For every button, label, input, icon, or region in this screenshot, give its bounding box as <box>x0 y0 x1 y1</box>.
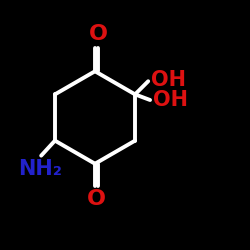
Text: O: O <box>87 189 106 209</box>
Text: OH: OH <box>153 90 188 110</box>
Text: OH: OH <box>151 70 186 90</box>
Text: NH₂: NH₂ <box>18 158 62 178</box>
Text: O: O <box>88 24 108 44</box>
